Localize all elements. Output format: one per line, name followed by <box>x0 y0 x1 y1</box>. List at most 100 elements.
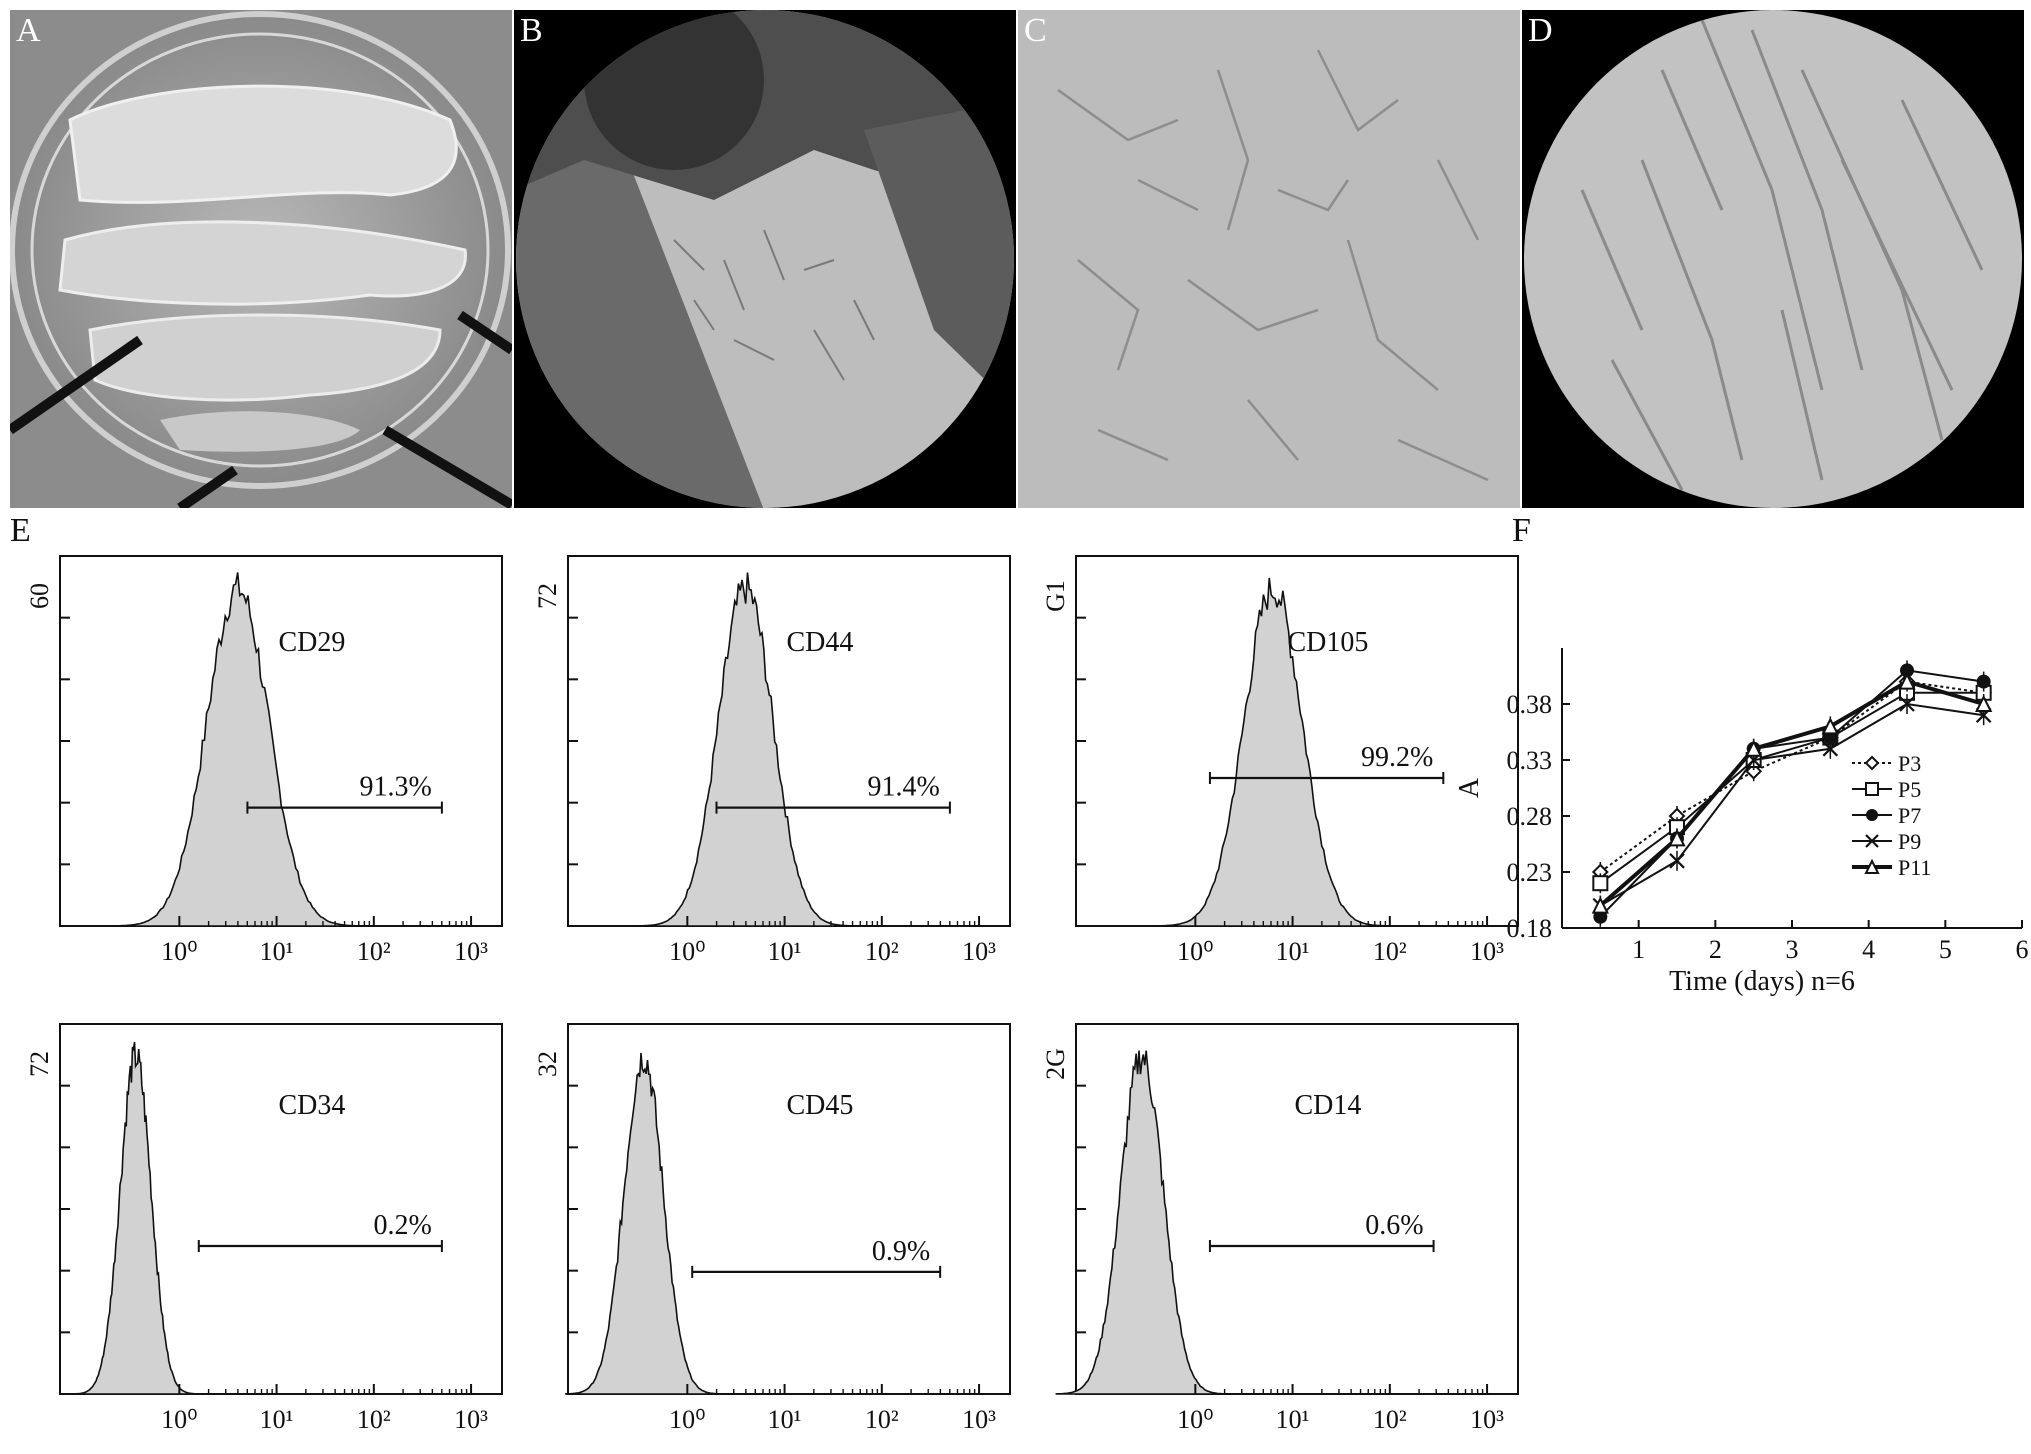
point-marker <box>1975 694 1993 712</box>
x-tick-label: 10¹ <box>768 1405 802 1434</box>
x-tick-label: 10⁰ <box>161 937 197 966</box>
point-marker <box>1669 853 1685 869</box>
y-max-label: 2G <box>1041 1048 1070 1080</box>
x-tick-label: 10² <box>357 937 391 966</box>
x-tick-label: 10³ <box>962 1405 996 1434</box>
x-tick-label: 10⁰ <box>1177 937 1213 966</box>
x-tick-label: 10² <box>1373 937 1407 966</box>
point-marker <box>1864 858 1880 874</box>
x-tick-label: 10² <box>357 1405 391 1434</box>
photo-panel-a: A <box>10 10 512 508</box>
histogram-curve <box>112 572 363 927</box>
x-axis-label: Time (days) n=6 <box>1669 966 1855 997</box>
series-line <box>1599 702 1984 907</box>
x-tick-label: 10¹ <box>1276 937 1310 966</box>
x-stroke <box>1865 834 1879 848</box>
series-p7 <box>1593 660 1991 927</box>
gate-percentage: 0.6% <box>1365 1210 1423 1241</box>
y-tick-label: 0.23 <box>1507 858 1553 887</box>
x-tick-label: 5 <box>1939 935 1952 964</box>
x-tick-label: 10³ <box>454 1405 488 1434</box>
cell-culture-micrograph <box>1018 10 1520 508</box>
x-tick-label: 1 <box>1632 935 1645 964</box>
tissue-dish-image <box>10 10 512 508</box>
y-axis-label: A <box>1454 777 1485 798</box>
legend-label: P11 <box>1898 855 1931 880</box>
legend-label: P3 <box>1898 751 1921 776</box>
x-tick-label: 4 <box>1862 935 1875 964</box>
x-tick-label: 10² <box>865 1405 899 1434</box>
series-p3 <box>1591 671 1993 882</box>
panel-letter-e: E <box>10 512 31 549</box>
panel-letter-c: C <box>1024 12 1047 49</box>
histogram-curve <box>564 1052 723 1395</box>
point-marker <box>1745 739 1763 757</box>
point-marker <box>1865 834 1879 848</box>
x-tick-label: 3 <box>1786 935 1799 964</box>
point-marker <box>1976 674 1991 689</box>
series-line <box>1599 679 1985 908</box>
y-tick-label: 0.38 <box>1507 690 1553 719</box>
explant-micrograph <box>514 10 1016 508</box>
y-max-label: 72 <box>533 583 562 609</box>
flow-histogram-cd105: G1 99.2% CD105 10⁰ 10¹ 10² 10³ <box>1041 555 1519 966</box>
photo-panel-b: B <box>514 10 1016 508</box>
point-marker <box>1821 717 1839 735</box>
x-stroke <box>1899 696 1915 712</box>
x-tick-label: 10¹ <box>768 937 802 966</box>
flow-histogram-cd44: 72 91.4% CD44 10⁰ 10¹ 10² 10³ <box>533 555 1011 966</box>
point-marker <box>1864 755 1880 771</box>
series-line <box>1599 680 1984 873</box>
point-marker <box>1900 663 1914 678</box>
x-stroke <box>1669 853 1685 869</box>
series-p11 <box>1591 671 1993 916</box>
point-marker <box>1865 782 1879 796</box>
y-max-label: 72 <box>25 1051 54 1077</box>
panel-letter-b: B <box>520 12 543 49</box>
legend-label: P5 <box>1898 777 1921 802</box>
y-tick-label: 0.18 <box>1507 914 1553 943</box>
marker-label: CD34 <box>278 1090 345 1121</box>
series-line <box>1599 691 1984 885</box>
y-max-label: G1 <box>1041 580 1070 612</box>
marker-label: CD105 <box>1287 627 1368 658</box>
confluent-cells-micrograph <box>1522 10 2024 508</box>
x-tick-label: 2 <box>1709 935 1722 964</box>
x-tick-label: 10⁰ <box>161 1405 197 1434</box>
x-tick-label: 10⁰ <box>1177 1405 1213 1434</box>
gate-percentage: 99.2% <box>1361 742 1433 773</box>
x-tick-label: 10⁰ <box>669 1405 705 1434</box>
gate-percentage: 0.2% <box>374 1210 432 1241</box>
x-tick-label: 6 <box>2016 935 2029 964</box>
gate-percentage: 91.3% <box>360 772 432 803</box>
point-marker <box>1899 696 1915 712</box>
x-tick-label: 10¹ <box>1276 1405 1310 1434</box>
legend-label: P9 <box>1898 829 1921 854</box>
marker-label: CD45 <box>786 1090 853 1121</box>
x-stroke <box>1822 741 1839 757</box>
marker-label: CD44 <box>786 627 853 658</box>
x-tick-label: 10³ <box>1470 937 1504 966</box>
x-tick-label: 10³ <box>962 937 996 966</box>
x-tick-label: 10³ <box>454 937 488 966</box>
flow-histogram-cd34: 72 0.2% CD34 10⁰ 10¹ 10² 10³ <box>25 1023 503 1434</box>
panel-letter-d: D <box>1528 12 1553 49</box>
flow-histogram-cd29: 60 91.3% CD29 10⁰ 10¹ 10² 10³ <box>25 555 503 966</box>
y-max-label: 60 <box>25 583 54 609</box>
series-p9 <box>1592 694 1992 916</box>
point-marker <box>1866 809 1878 821</box>
x-tick-label: 10³ <box>1470 1405 1504 1434</box>
flow-histogram-cd14: 2G 0.6% CD14 10⁰ 10¹ 10² 10³ <box>1041 1023 1519 1434</box>
flow-histogram-cd45: 32 0.9% CD45 10⁰ 10¹ 10² 10³ <box>533 1023 1011 1434</box>
point-marker <box>1822 741 1839 757</box>
gate-percentage: 91.4% <box>868 772 940 803</box>
gate-percentage: 0.9% <box>872 1236 930 1267</box>
histogram-curve <box>1055 1050 1229 1395</box>
marker-label: CD29 <box>278 627 345 658</box>
x-tick-label: 10¹ <box>260 1405 294 1434</box>
point-marker <box>1592 875 1609 892</box>
x-tick-label: 10² <box>865 937 899 966</box>
y-max-label: 32 <box>533 1051 562 1077</box>
